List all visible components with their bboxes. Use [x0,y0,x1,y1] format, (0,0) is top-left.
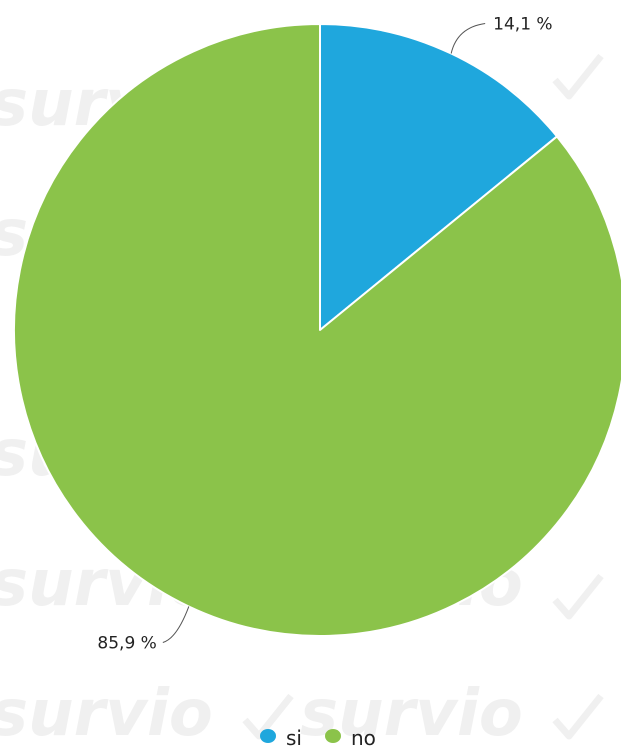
data-label-si: 14,1 % [493,15,552,35]
pie-slice-si[interactable] [319,23,558,331]
data-label-no: 85,9 % [97,633,156,653]
legend-item-si[interactable]: si [260,726,302,750]
legend-label-no: no [351,726,376,750]
watermark-check-icon [242,693,294,740]
leader-line-no [162,606,190,643]
pie-slices [13,23,621,637]
legend-marker-si [260,729,276,743]
leader-line-si [450,23,486,54]
watermark-check-icon [552,573,604,620]
pie-data-labels: 14,1 % 85,9 % [97,15,552,654]
chart-legend: si no [260,726,376,750]
watermark-text: survio [0,677,213,751]
legend-marker-no [325,729,341,743]
legend-item-no[interactable]: no [325,726,376,750]
watermark-check-icon [552,53,604,100]
watermark-check-icon [552,693,604,740]
legend-label-si: si [286,726,302,750]
